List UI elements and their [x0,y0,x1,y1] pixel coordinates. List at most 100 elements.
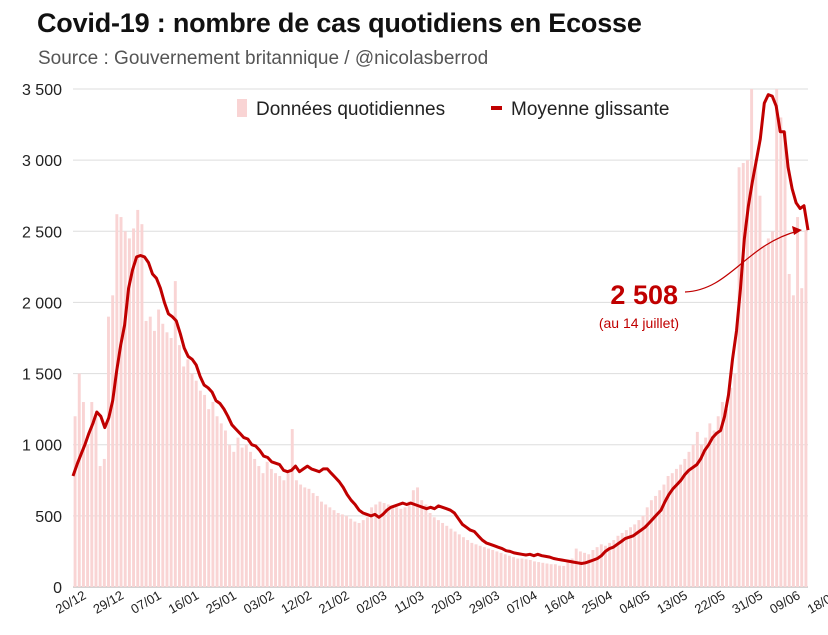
daily-bar [424,504,428,587]
daily-bar [754,160,758,587]
daily-bar [127,238,131,587]
x-tick-label: 03/02 [241,587,277,616]
daily-bar [253,458,257,587]
x-tick-label: 31/05 [729,587,765,616]
daily-bar [303,487,307,587]
daily-bar [294,480,298,587]
daily-bar [420,500,424,587]
annotation-arrowhead [792,226,802,235]
daily-bar [750,89,754,587]
x-tick-label: 04/05 [617,587,653,616]
daily-bar [203,394,207,587]
daily-bar [382,503,386,587]
daily-bar [528,559,532,587]
daily-bar [462,537,465,587]
daily-bar [470,542,474,587]
x-tick-label: 07/01 [128,587,164,616]
daily-bars [73,89,808,588]
daily-bar [395,507,399,587]
daily-bar [603,545,607,587]
daily-bar [236,437,240,587]
x-tick-label: 25/01 [203,587,239,616]
daily-bar [591,550,595,587]
daily-bar [796,217,800,588]
daily-bar [432,517,436,587]
daily-bar [169,338,173,587]
daily-bar [587,554,591,587]
rolling-average-group [71,93,810,565]
daily-bar [123,231,127,588]
x-tick-label: 07/04 [504,587,540,616]
daily-bar [704,437,708,587]
daily-bar [700,444,703,587]
daily-bar [320,501,323,587]
daily-bar [286,473,290,587]
annotation-arrow [684,230,799,293]
daily-bar [662,484,666,587]
daily-bar [633,524,637,587]
daily-bar [77,373,81,587]
daily-bar [307,488,311,587]
daily-bar [787,273,791,587]
daily-bar [353,521,357,587]
daily-bar [533,561,536,587]
daily-bar [144,320,148,587]
daily-bar [737,167,741,587]
daily-bar [566,561,570,587]
daily-bar [90,402,94,587]
y-tick-label: 3 500 [22,82,62,99]
daily-bar [512,557,516,587]
daily-bar [578,551,582,587]
daily-bar [449,528,453,587]
daily-bar [249,451,252,587]
daily-bar [94,416,98,587]
daily-bar [691,444,695,587]
daily-bar [637,520,641,587]
daily-bar [541,562,545,587]
x-tick-label: 20/03 [429,587,465,616]
daily-bar [762,245,766,587]
daily-bar [336,513,340,587]
x-tick-label: 18/06 [805,587,828,616]
daily-bar [332,510,336,587]
x-tick-label: 21/02 [316,587,352,616]
daily-bar [365,517,369,587]
daily-bar [132,228,136,587]
daily-bar [771,231,774,588]
daily-bar [549,564,553,587]
daily-bar [729,387,733,587]
x-tick-label: 13/05 [654,587,690,616]
x-tick-label: 12/02 [278,587,314,616]
daily-bar [804,230,808,587]
daily-bar [328,507,332,587]
daily-bar [311,493,315,587]
daily-bar [595,547,599,587]
daily-bar [111,295,115,587]
daily-bar [340,514,344,587]
daily-bar [474,544,478,587]
daily-bar [725,409,729,587]
daily-bar [524,559,528,587]
daily-bar [545,563,549,587]
daily-bar [274,473,278,587]
annotation: 2 508 (au 14 juillet) [599,226,802,331]
daily-bar [140,224,144,587]
x-tick-label: 02/03 [354,587,390,616]
daily-bar [194,380,198,587]
daily-bar [783,131,787,587]
daily-bar [482,547,486,587]
daily-bar [612,540,616,587]
daily-bar [240,447,244,587]
daily-bar [157,309,161,587]
daily-bar [629,527,632,587]
daily-bar [115,214,119,587]
daily-bar [324,504,328,587]
daily-bar [86,444,90,587]
daily-bar [516,558,520,587]
daily-bar [775,89,779,587]
y-tick-label: 1 500 [22,367,62,384]
chart-subtitle: Source : Gouvernement britannique / @nic… [38,48,489,69]
annotation-date: (au 14 juillet) [599,315,679,331]
daily-bar [345,515,348,587]
daily-bar [683,458,687,587]
